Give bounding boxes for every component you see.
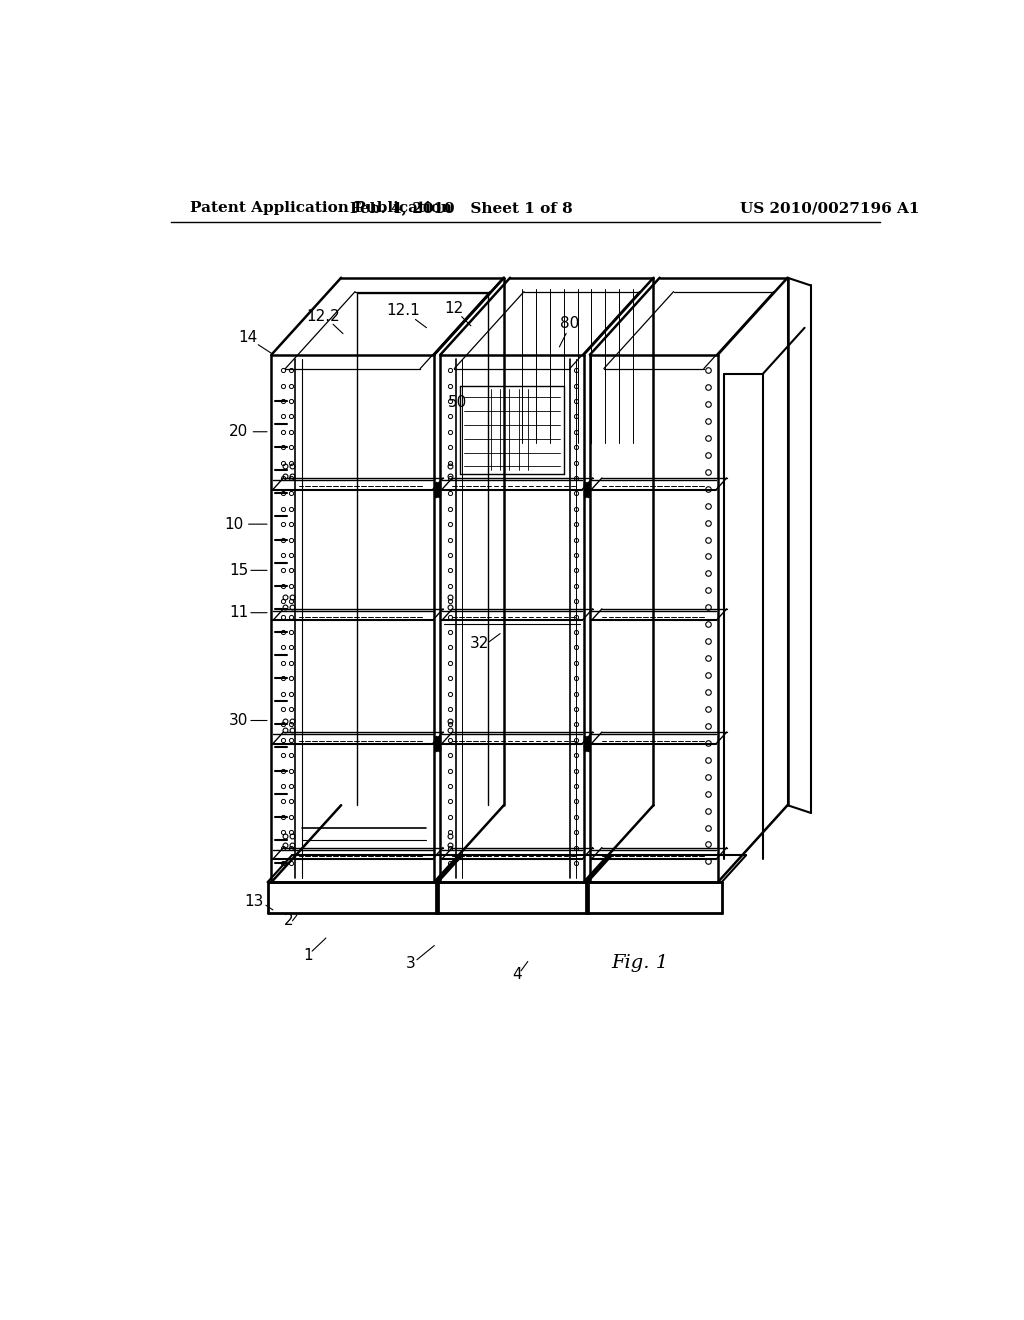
Text: 12.1: 12.1 [386, 304, 420, 318]
Text: 20: 20 [229, 424, 249, 440]
Text: Feb. 4, 2010   Sheet 1 of 8: Feb. 4, 2010 Sheet 1 of 8 [350, 202, 572, 215]
Text: 2: 2 [284, 913, 293, 928]
Text: 11: 11 [229, 605, 249, 620]
Text: 15: 15 [229, 562, 249, 578]
Text: 1: 1 [303, 948, 312, 962]
Text: 14: 14 [239, 330, 258, 346]
Text: 80: 80 [560, 317, 580, 331]
Text: 10: 10 [224, 516, 244, 532]
Text: 3: 3 [406, 956, 416, 970]
Text: 4: 4 [512, 968, 522, 982]
Text: 30: 30 [229, 713, 249, 729]
Text: 50: 50 [447, 395, 467, 411]
Text: Patent Application Publication: Patent Application Publication [190, 202, 452, 215]
Text: 12: 12 [443, 301, 463, 315]
Text: 12.2: 12.2 [306, 309, 340, 323]
Text: US 2010/0027196 A1: US 2010/0027196 A1 [740, 202, 920, 215]
Text: 13: 13 [244, 894, 263, 909]
Text: 32: 32 [469, 636, 488, 651]
Text: Fig. 1: Fig. 1 [611, 954, 668, 972]
